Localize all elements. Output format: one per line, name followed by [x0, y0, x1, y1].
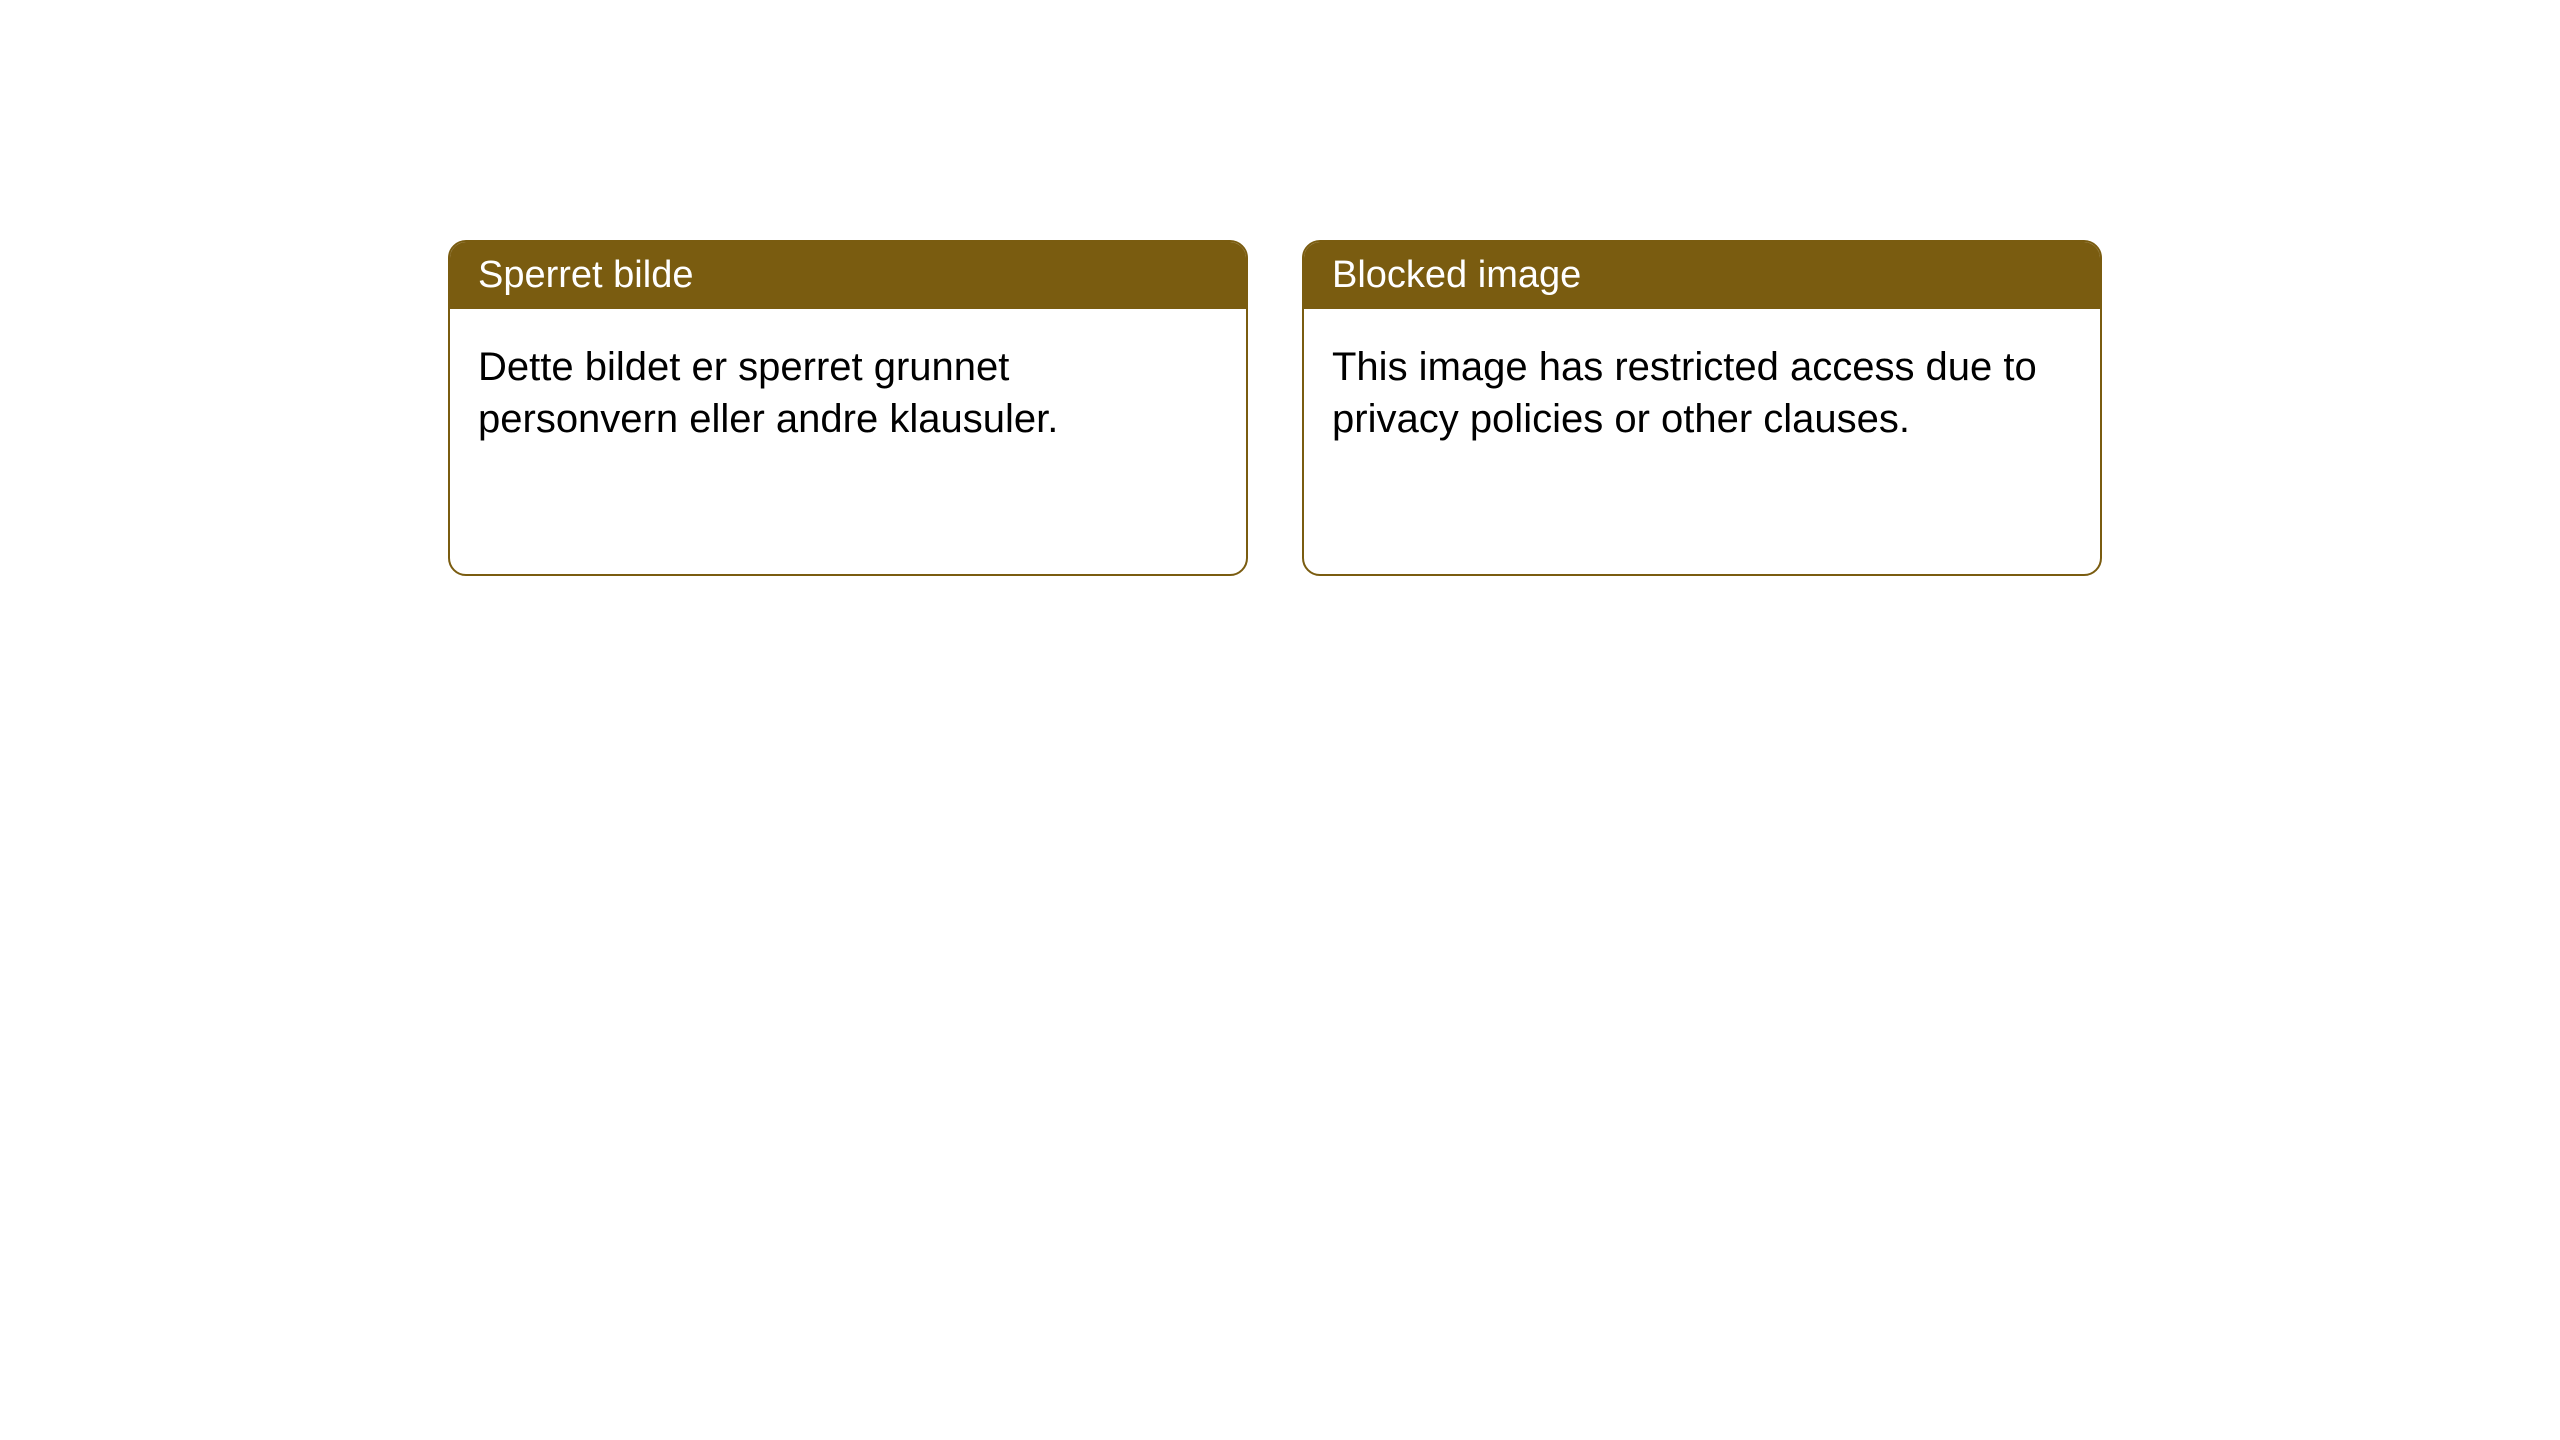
notice-header: Blocked image	[1304, 242, 2100, 309]
notice-card-norwegian: Sperret bilde Dette bildet er sperret gr…	[448, 240, 1248, 576]
notice-card-english: Blocked image This image has restricted …	[1302, 240, 2102, 576]
notice-container: Sperret bilde Dette bildet er sperret gr…	[0, 0, 2560, 576]
notice-body: This image has restricted access due to …	[1304, 309, 2100, 477]
notice-header: Sperret bilde	[450, 242, 1246, 309]
notice-body: Dette bildet er sperret grunnet personve…	[450, 309, 1246, 477]
